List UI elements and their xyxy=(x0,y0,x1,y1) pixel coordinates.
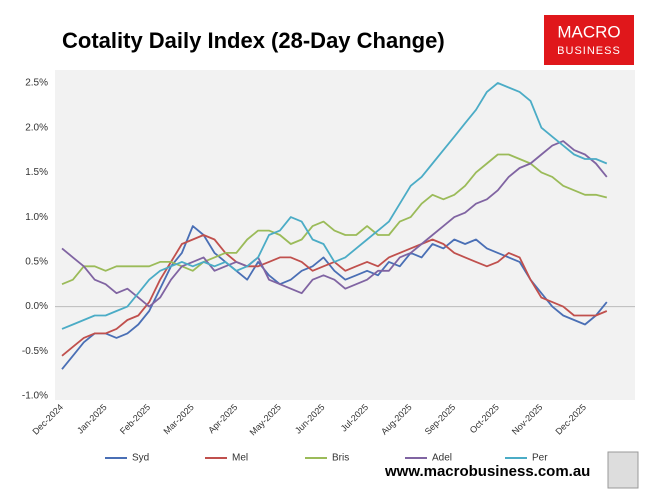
series-line xyxy=(61,153,608,286)
chart-title: Cotality Daily Index (28-Day Change) xyxy=(62,28,445,53)
series-line xyxy=(61,140,608,308)
series-line xyxy=(61,82,608,330)
legend-label: Per xyxy=(532,453,548,464)
y-tick-label: 1.5% xyxy=(25,167,48,178)
legend-label: Mel xyxy=(232,453,248,464)
logo-text: MACRO xyxy=(557,22,620,41)
y-tick-label: -1.0% xyxy=(22,391,48,402)
legend-label: Syd xyxy=(132,453,149,464)
logo-icon xyxy=(607,451,639,489)
legend-label: Adel xyxy=(432,453,452,464)
y-tick-label: -0.5% xyxy=(22,346,48,357)
y-tick-label: 2.0% xyxy=(25,122,48,133)
y-tick-label: 2.5% xyxy=(25,78,48,89)
y-tick-label: 0.5% xyxy=(25,256,48,267)
website: www.macrobusiness.com.au xyxy=(384,463,590,480)
y-tick-label: 1.0% xyxy=(25,212,48,223)
y-tick-label: 0.0% xyxy=(25,301,48,312)
logo-text: BUSINESS xyxy=(557,45,621,57)
legend-label: Bris xyxy=(332,453,349,464)
logo xyxy=(544,15,634,65)
